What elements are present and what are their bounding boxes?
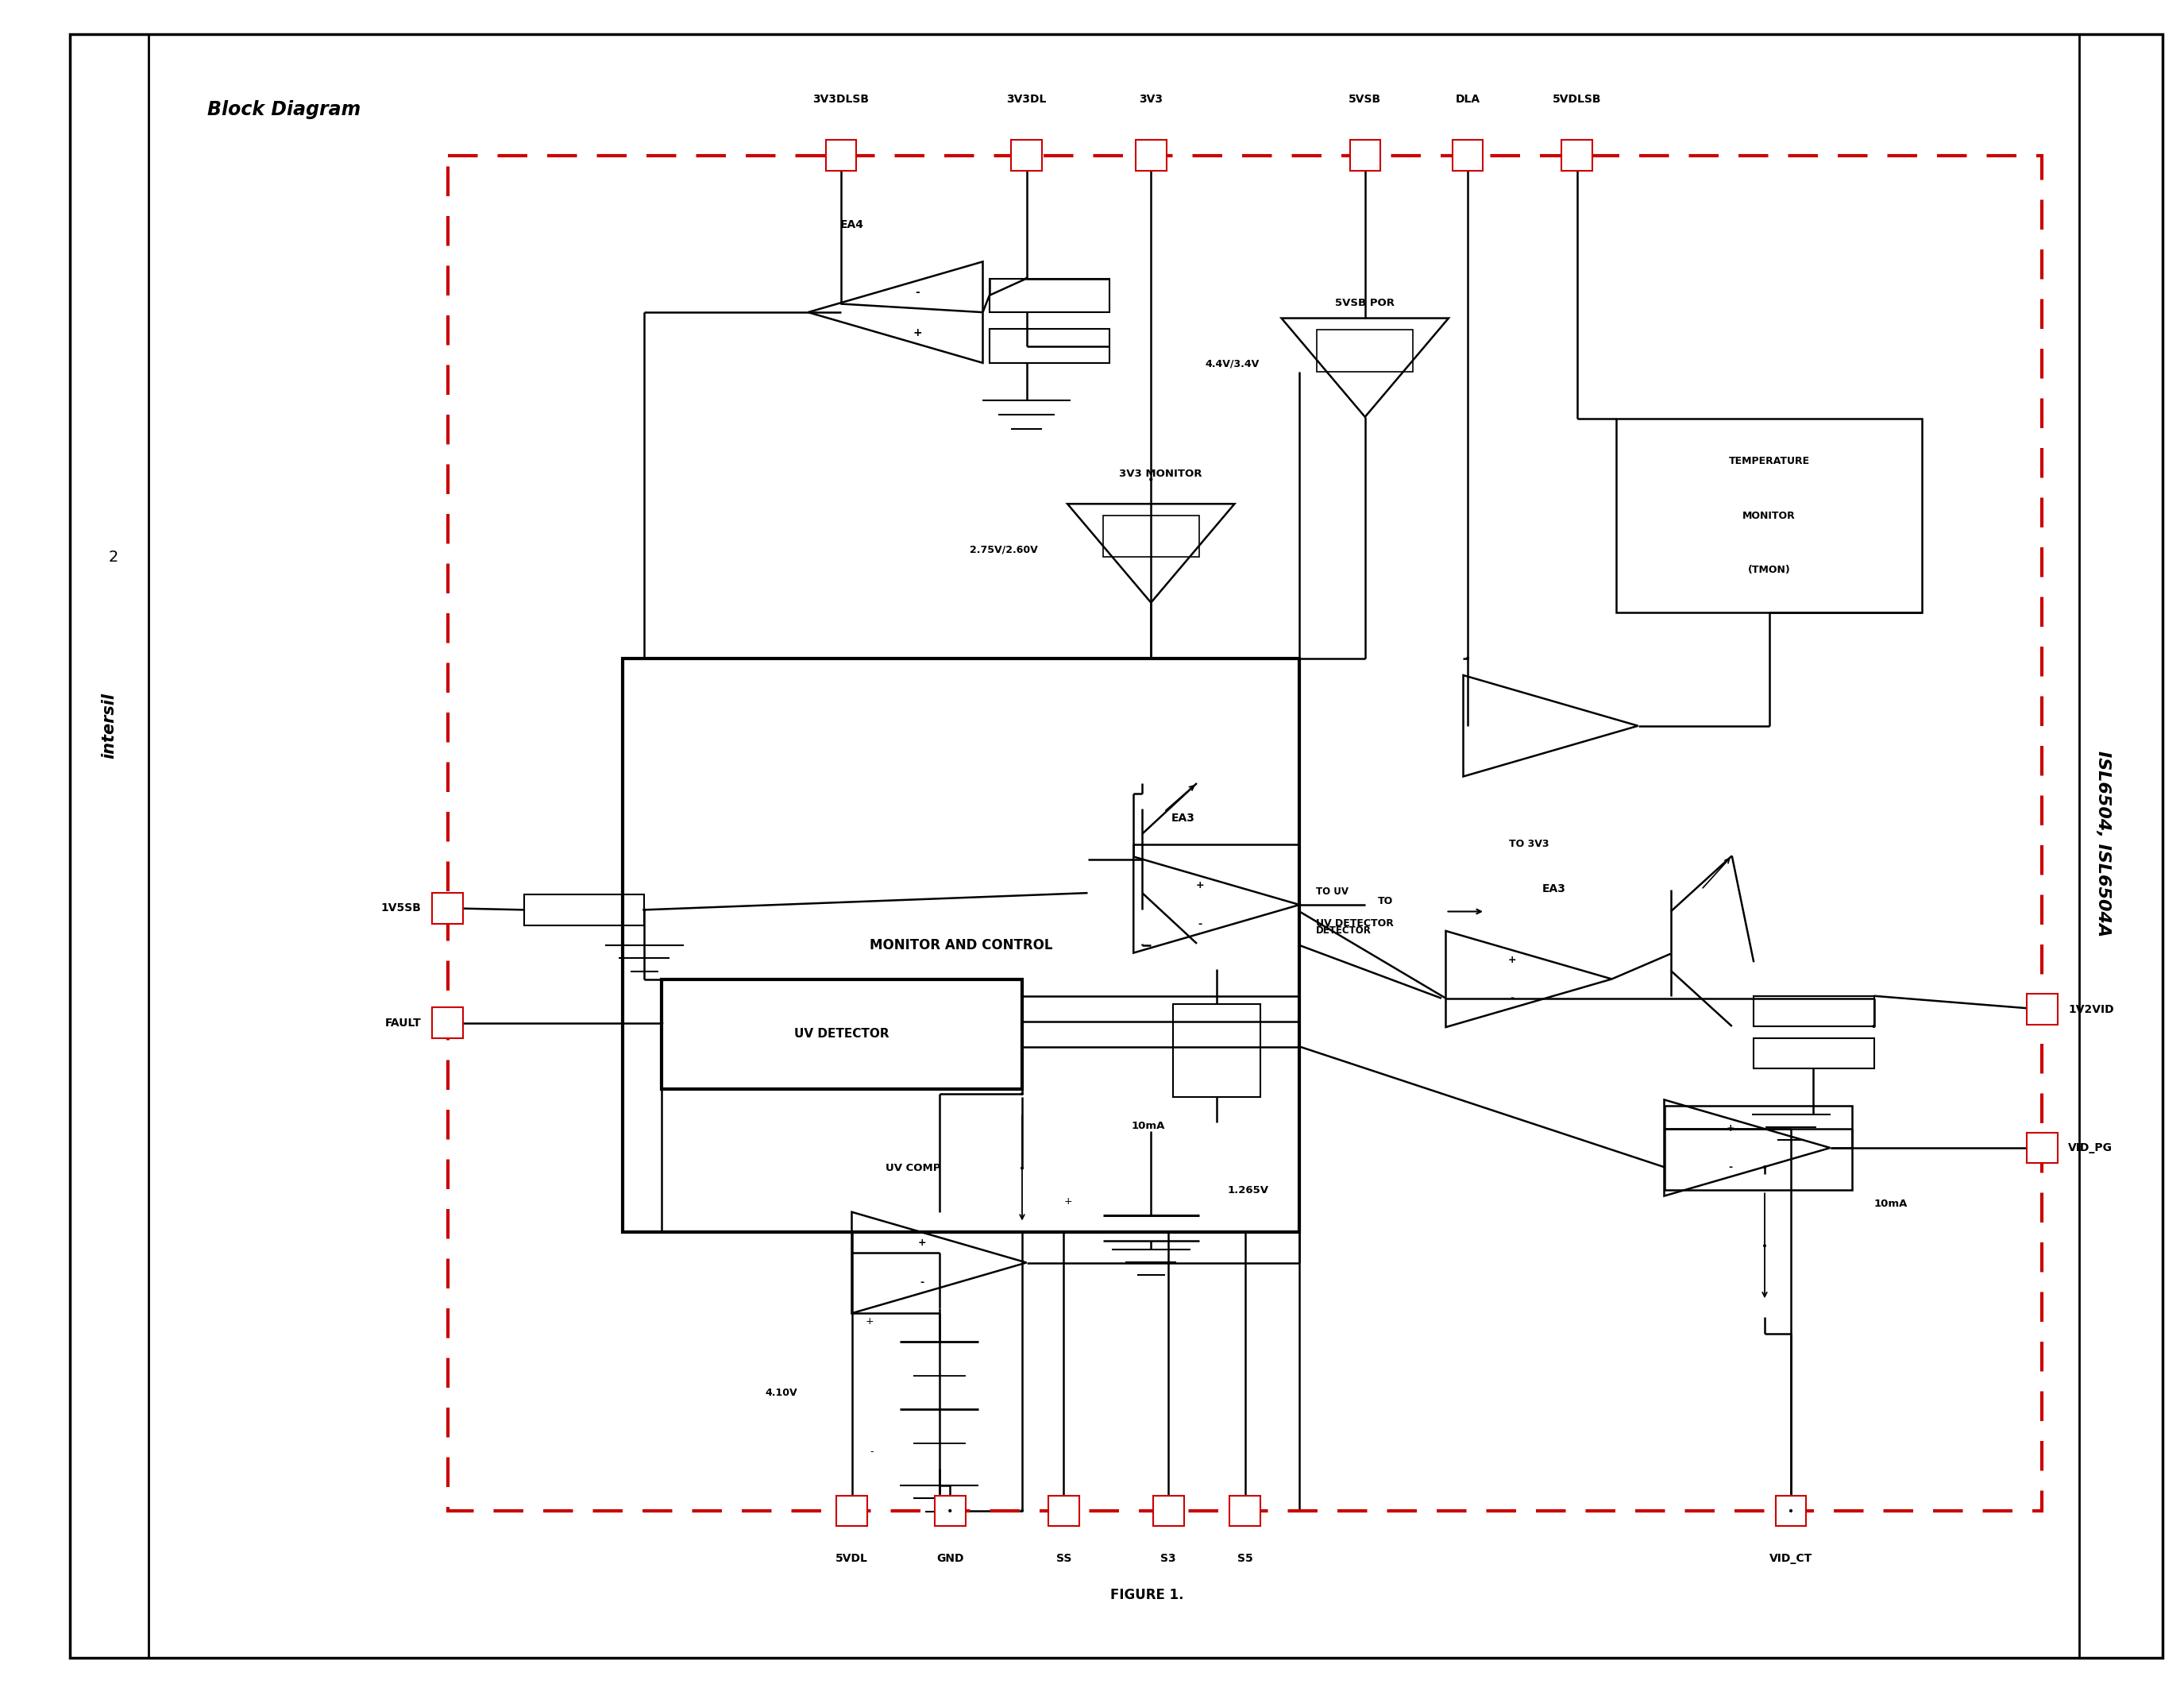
- Bar: [662, 979, 1022, 1089]
- Text: 5VSB POR: 5VSB POR: [1334, 297, 1396, 309]
- Bar: [1011, 140, 1042, 170]
- Text: +: +: [865, 1317, 874, 1327]
- Text: TEMPERATURE: TEMPERATURE: [1728, 456, 1811, 466]
- Text: -: -: [915, 287, 919, 297]
- Circle shape: [1151, 478, 1153, 481]
- Text: FAULT: FAULT: [384, 1018, 422, 1028]
- Bar: [622, 658, 1299, 1232]
- Bar: [1230, 1496, 1260, 1526]
- Text: DETECTOR: DETECTOR: [1317, 925, 1372, 935]
- Text: 1V5SB: 1V5SB: [380, 903, 422, 913]
- Bar: [1136, 140, 1166, 170]
- Text: 5VDLSB: 5VDLSB: [1553, 93, 1601, 105]
- Text: -: -: [1509, 993, 1514, 1003]
- Text: UV DETECTOR: UV DETECTOR: [1315, 918, 1393, 928]
- Bar: [1048, 1496, 1079, 1526]
- Bar: [2027, 1133, 2057, 1163]
- Text: +: +: [1195, 881, 1203, 891]
- Bar: [1317, 329, 1413, 371]
- Text: +: +: [1725, 1124, 1734, 1134]
- Text: MONITOR AND CONTROL: MONITOR AND CONTROL: [869, 939, 1053, 952]
- Circle shape: [1020, 1509, 1022, 1512]
- Text: 5VDL: 5VDL: [836, 1553, 867, 1565]
- Circle shape: [948, 1509, 952, 1512]
- Text: EA4: EA4: [841, 219, 863, 230]
- Text: EA3: EA3: [1542, 885, 1566, 895]
- Bar: [524, 895, 644, 925]
- Text: -: -: [869, 1447, 874, 1457]
- Circle shape: [1765, 1166, 1767, 1168]
- Text: 1.265V: 1.265V: [1227, 1185, 1269, 1195]
- Bar: [432, 893, 463, 923]
- Text: DLA: DLA: [1455, 93, 1481, 105]
- Text: UV COMP: UV COMP: [885, 1163, 941, 1173]
- Bar: [1754, 1038, 1874, 1069]
- Text: 3V3DLSB: 3V3DLSB: [812, 93, 869, 105]
- Bar: [935, 1496, 965, 1526]
- Text: Block Diagram: Block Diagram: [207, 100, 360, 120]
- Text: 5VSB: 5VSB: [1350, 93, 1380, 105]
- Circle shape: [1789, 1509, 1791, 1512]
- Text: 4.10V: 4.10V: [764, 1388, 797, 1398]
- Bar: [1153, 1496, 1184, 1526]
- Bar: [989, 329, 1109, 363]
- Text: TO 3V3: TO 3V3: [1509, 839, 1548, 849]
- Bar: [1173, 1004, 1260, 1097]
- Text: VID_CT: VID_CT: [1769, 1553, 1813, 1565]
- Bar: [2027, 994, 2057, 1025]
- Bar: [1452, 140, 1483, 170]
- Bar: [1350, 140, 1380, 170]
- Text: S3: S3: [1160, 1553, 1177, 1565]
- Bar: [448, 155, 2042, 1511]
- Text: 1V2VID: 1V2VID: [2068, 1004, 2114, 1014]
- Text: 2.75V/2.60V: 2.75V/2.60V: [970, 544, 1037, 555]
- Text: SS: SS: [1055, 1553, 1072, 1565]
- Bar: [989, 279, 1109, 312]
- Text: 10mA: 10mA: [1874, 1198, 1907, 1209]
- Text: 3V3DL: 3V3DL: [1007, 93, 1046, 105]
- Text: +: +: [1507, 955, 1516, 966]
- Bar: [1754, 996, 1874, 1026]
- Text: -: -: [1197, 918, 1201, 928]
- Text: GND: GND: [937, 1553, 963, 1565]
- Text: TO UV: TO UV: [1317, 886, 1350, 896]
- Bar: [1664, 1106, 1852, 1190]
- Bar: [1562, 140, 1592, 170]
- Bar: [432, 1008, 463, 1038]
- Text: MONITOR: MONITOR: [1743, 510, 1795, 522]
- Text: +: +: [1064, 1197, 1072, 1207]
- Text: -: -: [919, 1278, 924, 1288]
- Text: UV DETECTOR: UV DETECTOR: [795, 1028, 889, 1040]
- Circle shape: [642, 908, 644, 912]
- Text: -: -: [1728, 1161, 1732, 1171]
- Bar: [1616, 419, 1922, 613]
- Bar: [836, 1496, 867, 1526]
- Text: ISL6504, ISL6504A: ISL6504, ISL6504A: [2094, 751, 2112, 937]
- Text: 2: 2: [109, 550, 118, 564]
- Text: VID_PG: VID_PG: [2068, 1143, 2112, 1153]
- Circle shape: [1020, 1092, 1022, 1096]
- Bar: [1103, 515, 1199, 557]
- Text: +: +: [917, 1237, 926, 1247]
- Bar: [826, 140, 856, 170]
- Text: FIGURE 1.: FIGURE 1.: [1109, 1588, 1184, 1602]
- Text: TO: TO: [1378, 896, 1393, 906]
- Text: (TMON): (TMON): [1747, 565, 1791, 576]
- Text: 4.4V/3.4V: 4.4V/3.4V: [1206, 358, 1260, 370]
- Text: 3V3: 3V3: [1140, 93, 1162, 105]
- Circle shape: [1872, 1025, 1874, 1028]
- Text: 10mA: 10mA: [1131, 1121, 1164, 1131]
- Text: 3V3 MONITOR: 3V3 MONITOR: [1118, 468, 1201, 479]
- Text: S5: S5: [1236, 1553, 1254, 1565]
- Bar: [1776, 1496, 1806, 1526]
- Text: intersil: intersil: [100, 692, 118, 760]
- Text: EA3: EA3: [1171, 812, 1195, 824]
- Circle shape: [660, 1021, 664, 1025]
- Text: +: +: [913, 327, 922, 338]
